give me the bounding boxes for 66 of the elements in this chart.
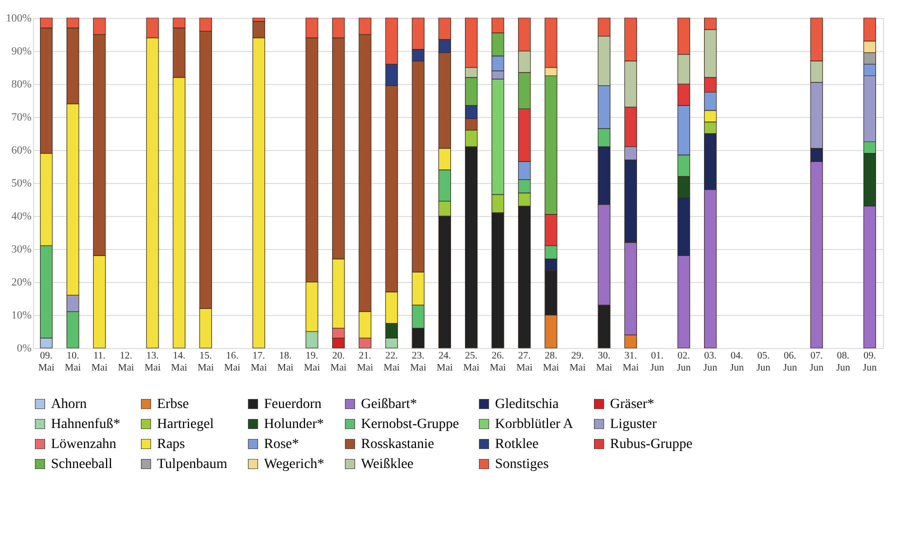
- y-tick-label: 40%: [11, 210, 32, 222]
- x-tick-label: 28. Mai: [542, 350, 560, 374]
- x-tick-label: 08. Jun: [836, 350, 850, 374]
- y-tick-label: 60%: [11, 144, 32, 156]
- legend-label: Hahnenfuß*: [51, 417, 120, 432]
- x-tick-label: 29. Mai: [569, 350, 586, 374]
- x-tick-label: 24. Mai: [436, 350, 453, 374]
- x-tick-label: 20. Mai: [330, 350, 347, 374]
- y-tick-label: 80%: [11, 78, 32, 90]
- x-tick-label: 17. Mai: [250, 350, 268, 374]
- x-tick-label: 11. Mai: [91, 350, 108, 374]
- y-tick-label: 30%: [11, 244, 32, 256]
- x-tick-label: 02. Jun: [676, 350, 691, 374]
- x-tick-label: 15. Mai: [198, 350, 214, 374]
- legend-label: Hartriegel: [157, 417, 214, 432]
- x-tick-label: 04. Jun: [730, 350, 744, 374]
- x-tick-label: 09. Jun: [862, 350, 877, 374]
- y-tick-label: 70%: [11, 112, 32, 124]
- x-tick-label: 14. Mai: [171, 350, 188, 374]
- legend-label: Liguster: [610, 417, 657, 432]
- legend-label: Rubus-Gruppe: [610, 437, 692, 452]
- x-tick-label: 31. Mai: [622, 350, 639, 374]
- x-tick-label: 01. Jun: [650, 350, 664, 374]
- x-tick-label: 25. Mai: [463, 350, 480, 374]
- legend-label: Kernobst-Gruppe: [361, 417, 459, 432]
- legend-label: Weißklee: [361, 457, 414, 472]
- x-tick-label: 22. Mai: [384, 350, 400, 374]
- y-tick-label: 0%: [16, 342, 32, 354]
- legend-label: Gleditschia: [495, 397, 560, 412]
- legend-label: Geißbart*: [361, 397, 417, 412]
- x-tick-label: 05. Jun: [756, 350, 770, 374]
- x-tick-label: 21. Mai: [356, 350, 374, 374]
- x-tick-label: 06. Jun: [783, 350, 797, 374]
- legend-label: Korbblütler A: [495, 417, 574, 432]
- x-tick-label: 10. Mai: [64, 350, 82, 374]
- legend-label: Gräser*: [610, 397, 654, 412]
- legend-label: Rotklee: [495, 437, 539, 452]
- legend-label: Schneeball: [51, 457, 113, 472]
- y-tick-label: 100%: [6, 12, 32, 24]
- legend-label: Erbse: [157, 397, 189, 412]
- x-tick-label: 18. Mai: [277, 350, 294, 374]
- x-tick-label: 07. Jun: [810, 350, 824, 374]
- legend-label: Rosskastanie: [361, 437, 434, 452]
- x-tick-label: 23. Mai: [410, 350, 426, 374]
- x-tick-label: 19. Mai: [304, 350, 320, 374]
- x-tick-label: 12. Mai: [118, 350, 134, 374]
- x-tick-label: 13. Mai: [144, 350, 161, 374]
- x-tick-label: 27. Mai: [516, 350, 533, 374]
- legend-label: Raps: [157, 437, 185, 452]
- x-tick-label: 30. Mai: [596, 350, 612, 374]
- legend-label: Rose*: [264, 437, 299, 452]
- x-tick-label: 03. Jun: [703, 350, 718, 374]
- legend-label: Löwenzahn: [51, 437, 116, 452]
- x-tick-label: 16. Mai: [224, 350, 240, 374]
- legend-label: Tulpenbaum: [157, 457, 228, 472]
- x-tick-label: 09. Mai: [38, 350, 55, 374]
- legend-label: Feuerdorn: [264, 397, 322, 412]
- legend-label: Sonstiges: [495, 457, 549, 472]
- x-tick-label: 26. Mai: [490, 350, 506, 374]
- y-tick-label: 10%: [11, 310, 32, 322]
- y-tick-label: 50%: [11, 178, 32, 190]
- legend-label: Ahorn: [51, 397, 87, 412]
- legend-label: Wegerich*: [264, 457, 324, 472]
- legend-label: Holunder*: [264, 417, 324, 432]
- y-tick-label: 90%: [11, 46, 32, 58]
- y-tick-label: 20%: [11, 276, 32, 288]
